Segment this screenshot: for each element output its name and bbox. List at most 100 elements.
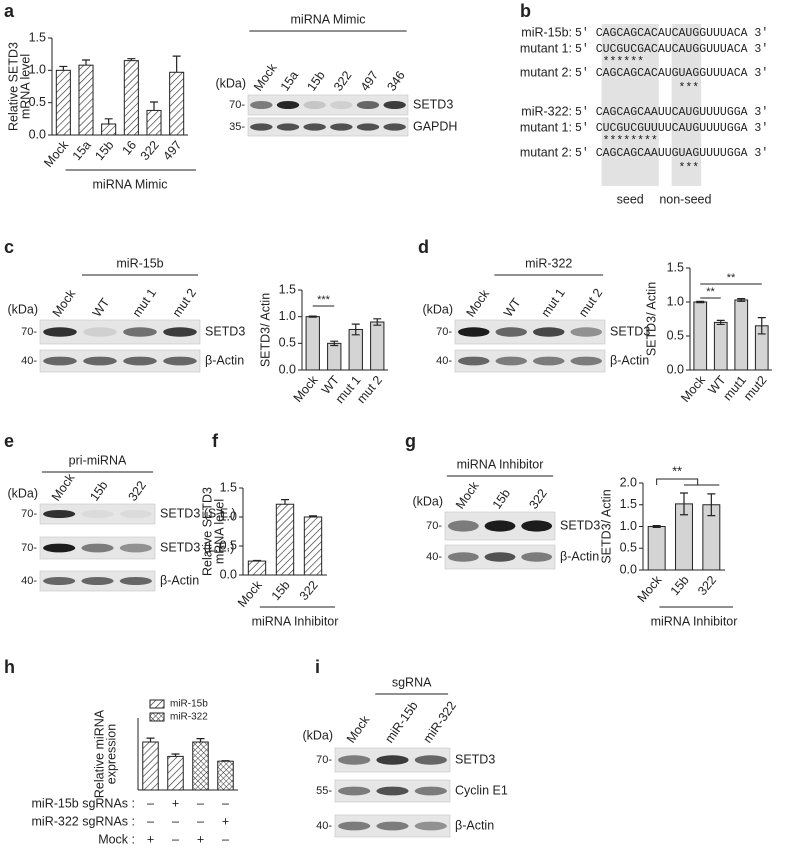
band-label: β-Actin xyxy=(160,573,199,587)
blot-title: miR-322 xyxy=(525,256,572,270)
significance: *** xyxy=(317,294,331,306)
x-tick-label: 322 xyxy=(297,578,321,603)
blot-title: miRNA Inhibitor xyxy=(457,457,544,471)
band xyxy=(496,357,528,366)
seq: 5' CAGCAGCAAUUGUAGUUUUGGA 3' xyxy=(575,147,768,160)
lane-label: 346 xyxy=(384,68,407,93)
lane-label: Mock xyxy=(344,713,373,746)
bar xyxy=(102,124,116,135)
nonseed-label: non-seed xyxy=(659,192,711,206)
marker-label: 70- xyxy=(21,508,37,520)
band xyxy=(123,357,157,366)
error-bar xyxy=(173,56,181,72)
lane-label: mut 2 xyxy=(170,286,199,320)
band-label: β-Actin xyxy=(455,818,494,832)
band xyxy=(330,101,352,109)
y-tick-label: 0.0 xyxy=(279,362,296,376)
blot-title: miRNA Mimic xyxy=(291,12,366,26)
seq: 5' CAGCAGCACAUCAUGGUUUACA 3' xyxy=(575,27,768,40)
marker-label: 70- xyxy=(436,326,452,338)
band-label: SETD3 xyxy=(413,97,453,111)
seq: 5' CAGCAGCAAUUCAUGUUUUGGA 3' xyxy=(575,106,768,119)
marker-label: 40- xyxy=(436,355,452,367)
row-sign: – xyxy=(222,832,229,846)
y-axis-label: SETD3/ Actin xyxy=(644,282,658,356)
seq-name: miR-15b: xyxy=(521,25,572,39)
seq: 5' CUCGUCGACAUCAUGGUUUACA 3' xyxy=(575,43,768,56)
y-tick-label: 0.0 xyxy=(620,562,637,576)
y-tick-label: 1.0 xyxy=(667,294,684,308)
band xyxy=(163,327,197,337)
band xyxy=(338,787,370,796)
x-axis-label: miRNA Inhibitor xyxy=(252,614,339,628)
row-label: Mock : xyxy=(98,832,135,846)
band xyxy=(521,520,552,531)
bar xyxy=(170,72,184,135)
panel-label: e xyxy=(4,431,14,451)
marker-label: 40- xyxy=(21,575,37,587)
seq-name: miR-322: xyxy=(521,104,572,118)
bar xyxy=(735,300,748,370)
y-axis-label: SETD3/ Actin xyxy=(258,293,272,367)
lane-label: 497 xyxy=(358,68,381,93)
band xyxy=(521,552,552,562)
y-tick-label: 1.0 xyxy=(29,63,46,77)
band-label: SETD3 (L.E.) xyxy=(160,540,234,554)
x-axis-label: miRNA Mimic xyxy=(93,177,168,191)
band-label: β-Actin xyxy=(205,353,244,367)
lane-label: mut 2 xyxy=(576,286,605,320)
seq-name: mutant 1: xyxy=(520,41,572,55)
x-tick-label: 16 xyxy=(119,138,139,158)
band xyxy=(81,544,113,553)
marker-label: 70- xyxy=(21,542,37,554)
lane-label: 322 xyxy=(526,486,549,511)
error-bar xyxy=(82,60,90,65)
panel-label: f xyxy=(212,431,219,451)
kda-label: (kDa) xyxy=(7,302,38,316)
bar xyxy=(193,742,209,790)
seq-name: mutant 2: xyxy=(520,145,572,159)
blot-title: sgRNA xyxy=(392,675,432,689)
band-label: SETD3 xyxy=(455,752,495,766)
lane-label: mut 1 xyxy=(130,286,159,320)
error-bar xyxy=(105,119,113,124)
row-sign: – xyxy=(197,796,204,810)
band xyxy=(277,123,299,130)
band xyxy=(43,327,77,337)
bar xyxy=(79,65,93,135)
band xyxy=(415,755,447,765)
y-tick-label: 1.0 xyxy=(620,519,637,533)
band xyxy=(357,123,379,130)
blot-title: miR-15b xyxy=(116,256,163,270)
mutation-stars: *** xyxy=(679,82,700,95)
band xyxy=(123,327,157,337)
band xyxy=(376,755,408,765)
y-tick-label: 1.5 xyxy=(29,30,46,44)
marker-label: 40- xyxy=(21,355,37,367)
error-bar xyxy=(59,66,67,70)
legend-label: miR-15b xyxy=(170,699,208,710)
band xyxy=(120,577,152,585)
row-sign: – xyxy=(197,814,204,828)
band-label: β-Actin xyxy=(610,353,649,367)
error-bar xyxy=(150,102,158,110)
lane-label: mut 1 xyxy=(538,286,567,320)
bar xyxy=(124,61,138,135)
seq-name: mutant 1: xyxy=(520,120,572,134)
lane-label: WT xyxy=(90,295,113,319)
lane-label: Mock xyxy=(50,287,79,320)
legend-label: miR-322 xyxy=(170,712,208,723)
row-sign: + xyxy=(172,796,179,810)
band xyxy=(415,787,447,796)
bar xyxy=(648,527,665,571)
band xyxy=(496,327,528,337)
x-tick-label: 497 xyxy=(160,138,184,163)
row-sign: – xyxy=(172,832,179,846)
band xyxy=(43,577,75,585)
panel-label: h xyxy=(4,657,15,677)
x-tick-label: 322 xyxy=(138,138,162,163)
y-tick-label: 1.5 xyxy=(667,260,684,274)
error-bar xyxy=(309,316,317,317)
panel-label: a xyxy=(4,1,15,21)
x-axis-label: miRNA Inhibitor xyxy=(651,614,738,628)
